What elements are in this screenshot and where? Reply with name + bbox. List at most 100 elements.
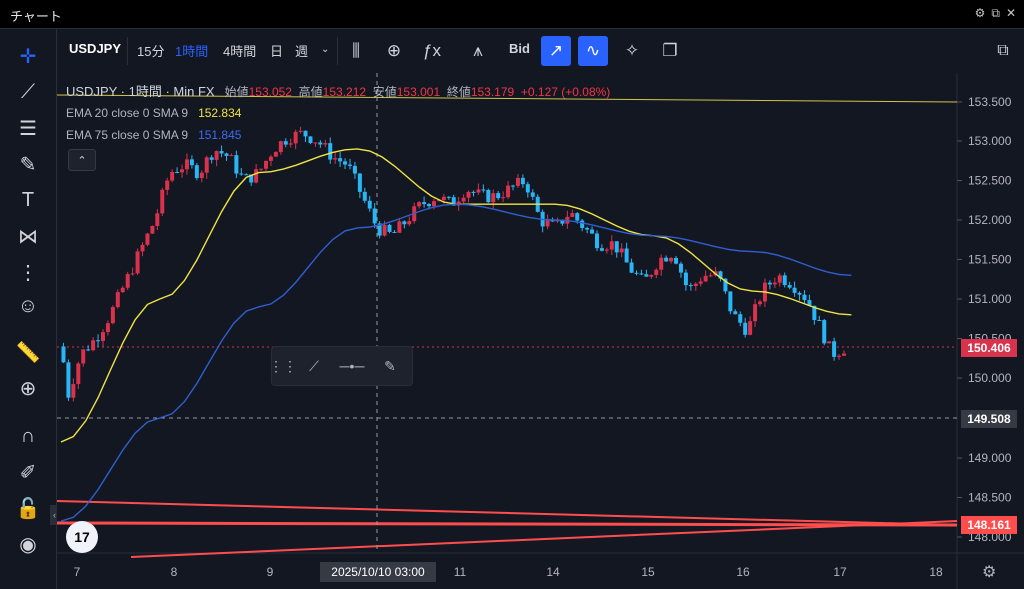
candle-body — [422, 202, 427, 205]
layout-icon[interactable]: ⧉ — [997, 42, 1009, 59]
x-tick-label: 14 — [546, 565, 560, 579]
ohlc-legend: USDJPY · 1時間 · Min FX 始値153.052 高値153.21… — [66, 81, 610, 100]
line-tool-icon[interactable]: ⟋ — [309, 357, 319, 374]
layers-icon[interactable]: ❐ — [662, 41, 678, 60]
candle-body — [609, 241, 614, 250]
candle-body — [377, 223, 382, 236]
candle-body — [234, 155, 239, 174]
candle-body — [66, 362, 71, 398]
candle-body — [491, 193, 496, 203]
price-source-button[interactable]: Bid — [509, 41, 530, 56]
ema75-line — [60, 203, 852, 522]
pencil-lock-icon[interactable]: ✐ — [19, 461, 37, 484]
eye-icon[interactable]: ◉ — [19, 533, 37, 556]
candle-body — [461, 197, 466, 202]
legend-symbol: USDJPY · 1時間 · Min FX — [66, 84, 215, 99]
candle-body — [753, 304, 758, 322]
candle-body — [352, 165, 357, 174]
candle-body — [110, 307, 115, 324]
candle-body — [264, 160, 269, 169]
candle-body — [71, 384, 76, 398]
legend-high: 153.212 — [322, 85, 367, 99]
candle-body — [431, 201, 436, 207]
candle-body — [728, 291, 733, 312]
candle-body — [511, 185, 516, 187]
candles-icon[interactable]: ⫼ — [352, 41, 360, 60]
yellow-ray — [57, 94, 958, 103]
tradingview-logo[interactable]: 17 — [66, 521, 98, 553]
strategy-icon[interactable]: ⩚ — [473, 41, 483, 60]
candle-body — [797, 292, 802, 295]
candle-body — [105, 323, 110, 333]
y-tick-label: 151.000 — [968, 292, 1012, 306]
fib-icon[interactable]: ☰ — [19, 117, 37, 140]
trend-chart-icon[interactable]: ↗ — [541, 36, 571, 66]
candle-body — [674, 257, 679, 264]
y-tick-label: 151.500 — [968, 253, 1012, 267]
magnet-icon[interactable]: ∩ — [20, 424, 36, 447]
candle-body — [145, 233, 150, 245]
candle-body — [738, 314, 743, 323]
emoji-icon[interactable]: ☺ — [17, 294, 39, 317]
brush-tool-icon[interactable]: ✎ — [384, 357, 396, 374]
candle-body — [170, 171, 175, 181]
y-tick-label: 153.500 — [968, 95, 1012, 109]
candle-body — [594, 233, 599, 249]
horizontal-ray-icon[interactable]: ─•─ — [339, 358, 365, 374]
candle-body — [807, 300, 812, 306]
settings-icon[interactable]: ⚙ — [974, 6, 986, 20]
forecast-icon[interactable]: ⋮ — [18, 261, 38, 284]
collapse-toolbar-icon[interactable]: ‹ — [50, 505, 59, 525]
chevron-down-icon[interactable]: ⌄ — [321, 44, 330, 55]
candle-body — [61, 346, 66, 363]
candle-body — [718, 271, 723, 279]
candle-body — [550, 220, 555, 222]
candle-body — [214, 151, 219, 160]
candle-body — [812, 305, 817, 321]
ruler-icon[interactable]: 📏 — [15, 341, 41, 364]
legend-close-label: 終値 — [446, 85, 471, 99]
candle-body — [703, 275, 708, 282]
interval-15m[interactable]: 15分 — [137, 44, 165, 59]
trendline-icon[interactable]: ⟋ — [21, 80, 35, 103]
candle-body — [367, 200, 372, 209]
candle-body — [155, 213, 160, 226]
candle-body — [357, 173, 362, 192]
candle-body — [506, 185, 511, 198]
pulse-icon[interactable]: ∿ — [578, 36, 608, 66]
candle-body — [150, 225, 155, 234]
interval-1h[interactable]: 1時間 — [175, 44, 209, 59]
candle-body — [832, 341, 837, 357]
zoom-icon[interactable]: ⊕ — [19, 377, 37, 400]
indicators-icon[interactable]: ƒx — [423, 41, 441, 60]
add-compare-icon[interactable]: ⊕ — [386, 41, 402, 60]
candle-body — [100, 332, 105, 341]
candle-body — [787, 285, 792, 288]
popout-icon[interactable]: ⧉ — [991, 6, 1000, 20]
last-price-tag: 150.406 — [961, 339, 1017, 357]
brush-icon[interactable]: ✎ — [19, 153, 37, 176]
candle-body — [446, 196, 451, 198]
collapse-legend-button[interactable]: ⌃ — [68, 149, 96, 171]
ema75-legend[interactable]: EMA 75 close 0 SMA 9 151.845 — [66, 128, 241, 142]
candle-body — [624, 248, 629, 263]
interval-4h[interactable]: 4時間 — [223, 44, 257, 59]
ema20-legend[interactable]: EMA 20 close 0 SMA 9 152.834 — [66, 106, 241, 120]
lock-icon[interactable]: 🔓 — [15, 497, 41, 520]
crosshair-icon[interactable]: ✛ — [19, 45, 37, 68]
symbol-button[interactable]: USDJPY — [69, 41, 122, 56]
candle-body — [160, 189, 165, 214]
interval-1d[interactable]: 日 — [270, 44, 284, 59]
axis-settings-icon[interactable]: ⚙ — [982, 564, 997, 581]
cleaner-icon[interactable]: ✧ — [624, 41, 640, 60]
drag-handle-icon[interactable]: ⋮⋮ — [269, 357, 297, 374]
candle-body — [293, 131, 298, 144]
candle-body — [338, 158, 343, 162]
trendline-price-tag: 148.161 — [961, 516, 1017, 534]
interval-1w[interactable]: 週 — [295, 44, 309, 59]
text-icon[interactable]: T — [21, 188, 35, 211]
price-chart[interactable]: 153.500 153.000 152.500 152.000 151.500 151.0… — [57, 73, 1024, 589]
pattern-icon[interactable]: ⋈ — [18, 225, 38, 248]
candle-body — [120, 287, 125, 293]
close-icon[interactable]: ✕ — [1005, 6, 1016, 20]
